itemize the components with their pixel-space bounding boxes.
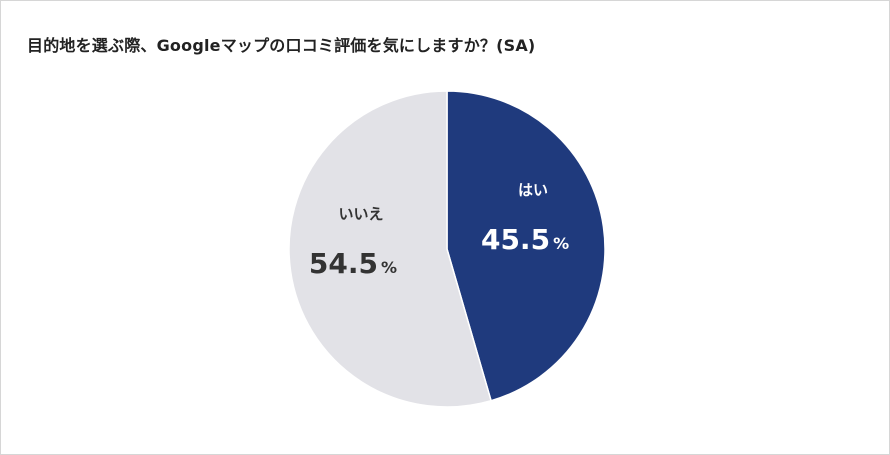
slice-label-1: いいえ: [338, 205, 383, 223]
slice-value-1: 54.5%: [309, 247, 397, 280]
chart-title: 目的地を選ぶ際、Googleマップの口コミ評価を気にしますか？(SA): [27, 36, 536, 55]
slice-value-0: 45.5%: [481, 223, 569, 256]
pie-slice-1: [288, 90, 493, 408]
pie-slice-0: [446, 90, 606, 402]
slice-label-0: はい: [518, 181, 548, 199]
